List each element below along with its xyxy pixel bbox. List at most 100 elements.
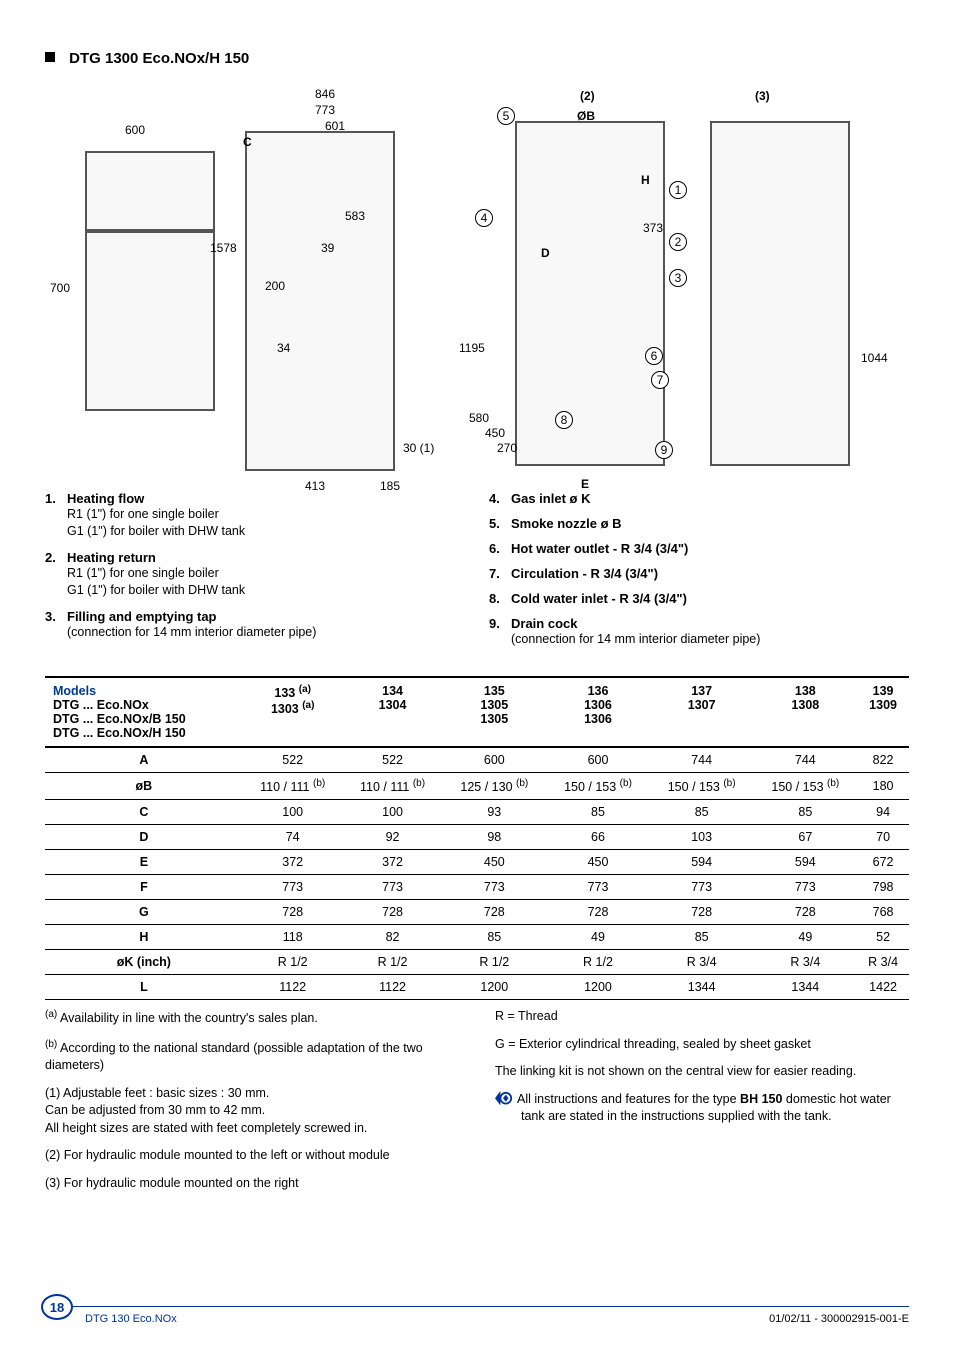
note: (b) According to the national standard (…	[45, 1038, 459, 1075]
cell: 150 / 153 (b)	[546, 772, 650, 799]
heading-text: DTG 1300 Eco.NOx/H 150	[69, 50, 249, 67]
cell: 85	[650, 925, 754, 950]
row-label: E	[45, 850, 243, 875]
dim-34: 34	[277, 341, 290, 355]
cell: 728	[442, 900, 546, 925]
legend-label: Filling and emptying tap	[67, 609, 217, 624]
section-heading: DTG 1300 Eco.NOx/H 150	[45, 50, 909, 67]
cell: R 1/2	[546, 950, 650, 975]
row-label: L	[45, 975, 243, 1000]
row-label: F	[45, 875, 243, 900]
legend-item: 8.Cold water inlet - R 3/4 (3/4")	[489, 591, 909, 606]
callout-6: 6	[645, 347, 663, 365]
bullet-icon	[45, 52, 55, 62]
legend-num: 2.	[45, 550, 67, 565]
cell: 1200	[546, 975, 650, 1000]
dim-270: 270	[497, 441, 517, 455]
lbl-2: (2)	[580, 89, 595, 103]
dim-450: 450	[485, 426, 505, 440]
legend-sub: R1 (1") for one single boilerG1 (1") for…	[45, 506, 465, 540]
callout-4: 4	[475, 209, 493, 227]
model-col: 13513051305	[442, 677, 546, 747]
lbl-H: H	[641, 173, 650, 187]
cell: 768	[857, 900, 909, 925]
cell: 67	[754, 825, 858, 850]
cell: 1200	[442, 975, 546, 1000]
cell: 70	[857, 825, 909, 850]
cell: 150 / 153 (b)	[754, 772, 858, 799]
diagram-left-bottom	[85, 231, 215, 411]
lbl-D: D	[541, 246, 550, 260]
cell: R 3/4	[754, 950, 858, 975]
dim-373: 373	[643, 221, 663, 235]
legend-item: 5.Smoke nozzle ø B	[489, 516, 909, 531]
diagram-left-top	[85, 151, 215, 231]
diagram-right3	[710, 121, 850, 466]
cell: 522	[243, 747, 343, 773]
model-col: 1391309	[857, 677, 909, 747]
note: (3) For hydraulic module mounted on the …	[45, 1175, 459, 1193]
legend-label: Smoke nozzle ø B	[511, 516, 622, 531]
cell: 798	[857, 875, 909, 900]
dim-700: 700	[50, 281, 70, 295]
cell: 110 / 111 (b)	[243, 772, 343, 799]
cell: 1422	[857, 975, 909, 1000]
cell: 92	[343, 825, 443, 850]
cell: 594	[650, 850, 754, 875]
cell: 1344	[754, 975, 858, 1000]
dim-583: 583	[345, 209, 365, 223]
model-col: 1381308	[754, 677, 858, 747]
legend-right: 4.Gas inlet ø K5.Smoke nozzle ø B6.Hot w…	[489, 491, 909, 658]
callout-8: 8	[555, 411, 573, 429]
cell: 125 / 130 (b)	[442, 772, 546, 799]
notes-left: (a) Availability in line with the countr…	[45, 1008, 459, 1202]
legend-sub: (connection for 14 mm interior diameter …	[45, 624, 465, 641]
cell: 93	[442, 800, 546, 825]
cell: 773	[343, 875, 443, 900]
cell: 100	[343, 800, 443, 825]
dim-580: 580	[469, 411, 489, 425]
info-note: All instructions and features for the ty…	[495, 1091, 909, 1126]
footer-rev: 01/02/11 - 300002915-001-E	[769, 1313, 909, 1325]
cell: 600	[546, 747, 650, 773]
legend-label: Heating flow	[67, 491, 144, 506]
callout-1: 1	[669, 181, 687, 199]
cell: 522	[343, 747, 443, 773]
legend-sub: (connection for 14 mm interior diameter …	[489, 631, 909, 648]
table-row: F773773773773773773798	[45, 875, 909, 900]
model-col: 133 (a)1303 (a)	[243, 677, 343, 747]
spec-table: ModelsDTG ... Eco.NOxDTG ... Eco.NOx/B 1…	[45, 676, 909, 1000]
info-icon	[495, 1091, 513, 1105]
dim-1044: 1044	[861, 351, 888, 365]
legend-item: 1.Heating flowR1 (1") for one single boi…	[45, 491, 465, 540]
cell: 103	[650, 825, 754, 850]
cell: 450	[546, 850, 650, 875]
dim-185: 185	[380, 479, 400, 493]
note: R = Thread	[495, 1008, 909, 1026]
cell: 728	[243, 900, 343, 925]
legend-num: 7.	[489, 566, 511, 581]
cell: 728	[546, 900, 650, 925]
note: G = Exterior cylindrical threading, seal…	[495, 1036, 909, 1054]
legend-item: 3.Filling and emptying tap(connection fo…	[45, 609, 465, 641]
cell: 372	[243, 850, 343, 875]
dim-846: 846	[315, 87, 335, 101]
cell: 728	[650, 900, 754, 925]
callout-5: 5	[497, 107, 515, 125]
cell: 773	[650, 875, 754, 900]
cell: 49	[754, 925, 858, 950]
dim-1578: 1578	[210, 241, 237, 255]
cell: 85	[650, 800, 754, 825]
cell: 744	[650, 747, 754, 773]
footer-title: DTG 130 Eco.NOx	[85, 1313, 177, 1325]
cell: 180	[857, 772, 909, 799]
cell: 118	[243, 925, 343, 950]
lbl-3: (3)	[755, 89, 770, 103]
notes: (a) Availability in line with the countr…	[45, 1008, 909, 1202]
cell: 450	[442, 850, 546, 875]
cell: 85	[546, 800, 650, 825]
table-row: H118828549854952	[45, 925, 909, 950]
cell: 773	[754, 875, 858, 900]
table-row: L1122112212001200134413441422	[45, 975, 909, 1000]
lbl-C: C	[243, 135, 252, 149]
